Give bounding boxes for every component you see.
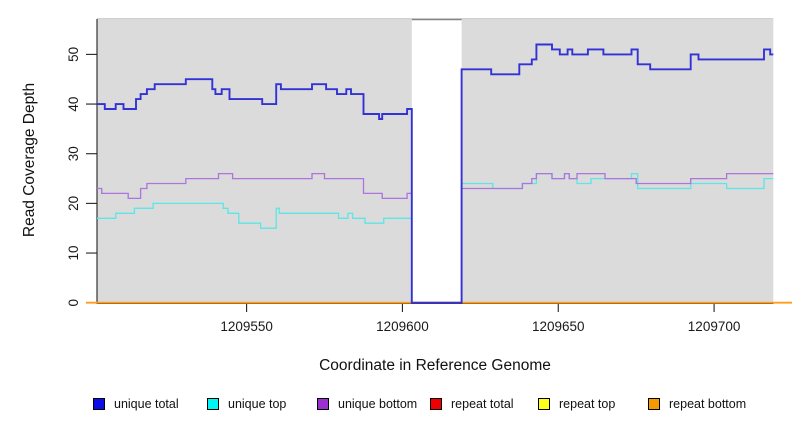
y-tick-label: 10 [66, 246, 81, 261]
legend-item-repeat-bottom: repeat bottom [648, 396, 746, 412]
legend-label: repeat top [559, 397, 616, 411]
masked-region [411, 19, 462, 303]
x-tick-label: 1209700 [688, 319, 741, 334]
legend-label: unique bottom [338, 397, 418, 411]
legend-label: unique top [228, 397, 287, 411]
y-tick-label: 40 [66, 97, 81, 112]
x-tick-label: 1209550 [220, 319, 273, 334]
legend-swatch-icon [317, 398, 329, 410]
x-axis-title: Coordinate in Reference Genome [319, 357, 551, 374]
legend-item-unique-bottom: unique bottom [317, 396, 417, 412]
legend-item-repeat-top: repeat top [538, 396, 615, 412]
y-axis-title: Read Coverage Depth [21, 82, 38, 238]
legend-label: unique total [114, 397, 179, 411]
legend-swatch-icon [648, 398, 660, 410]
legend-label: repeat bottom [669, 397, 747, 411]
y-tick-label: 0 [66, 299, 81, 307]
y-tick-label: 20 [66, 196, 81, 211]
y-tick-label: 30 [66, 146, 81, 161]
legend-item-unique-top: unique top [207, 396, 286, 412]
x-tick-label: 1209650 [532, 319, 585, 334]
legend-item-repeat-total: repeat total [430, 396, 514, 412]
y-tick-label: 50 [66, 47, 81, 62]
x-tick-label: 1209600 [376, 319, 429, 334]
series-unique-total [97, 43, 774, 304]
legend-swatch-icon [93, 398, 105, 410]
legend-label: repeat total [451, 397, 514, 411]
legend-swatch-icon [538, 398, 550, 410]
legend-swatch-icon [430, 398, 442, 410]
legend-swatch-icon [207, 398, 219, 410]
legend-item-unique-total: unique total [93, 396, 179, 412]
chart-legend: unique total unique top unique bottom repea… [0, 396, 792, 416]
